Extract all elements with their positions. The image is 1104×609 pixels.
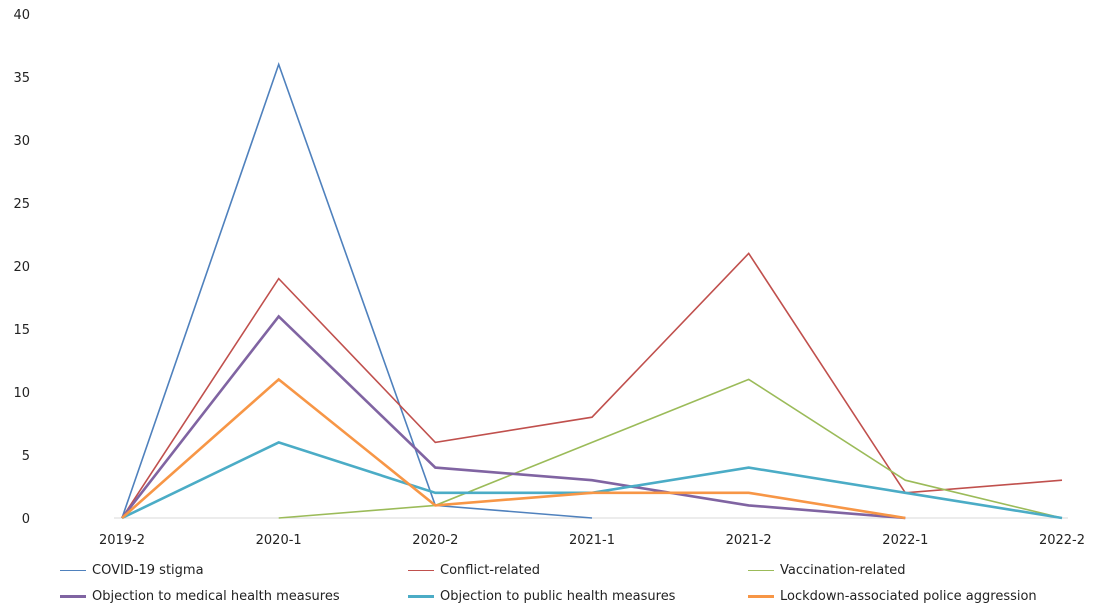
x-tick-label: 2020-1 [256,533,302,548]
y-tick-label: 5 [22,449,30,464]
x-tick-label: 2021-1 [569,533,615,548]
x-axis: 2019-2 2020-1 2020-2 2021-1 2021-2 2022-1 2022… [99,517,1085,548]
series-line-2 [278,378,1063,519]
y-tick-label: 35 [13,71,30,86]
y-tick-label: 25 [13,197,30,212]
series-line-1 [121,252,1063,519]
series-lines [120,61,1063,520]
y-tick-label: 40 [13,8,30,23]
x-tick-label: 2020-2 [412,533,458,548]
y-tick-label: 20 [13,260,30,275]
series-line-0 [121,61,593,519]
y-tick-label: 10 [13,386,30,401]
x-tick-label: 2022-1 [882,533,928,548]
x-tick-label: 2022-2 [1039,533,1085,548]
y-tick-label: 30 [13,134,30,149]
x-tick-label: 2019-2 [99,533,145,548]
series-line-3 [120,314,906,520]
y-tick-label: 0 [22,512,30,527]
series-line-5 [121,377,906,520]
y-tick-label: 15 [13,323,30,338]
x-tick-label: 2021-2 [726,533,772,548]
y-axis: 0 5 10 15 20 25 30 35 40 [13,8,30,527]
